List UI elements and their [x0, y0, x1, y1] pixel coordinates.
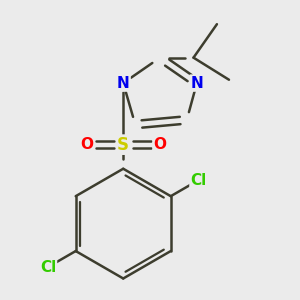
Text: N: N [190, 76, 203, 91]
Text: N: N [117, 76, 130, 91]
Text: O: O [154, 137, 166, 152]
Text: S: S [117, 136, 129, 154]
Text: O: O [80, 137, 93, 152]
Text: Cl: Cl [190, 172, 207, 188]
Text: Cl: Cl [40, 260, 56, 274]
